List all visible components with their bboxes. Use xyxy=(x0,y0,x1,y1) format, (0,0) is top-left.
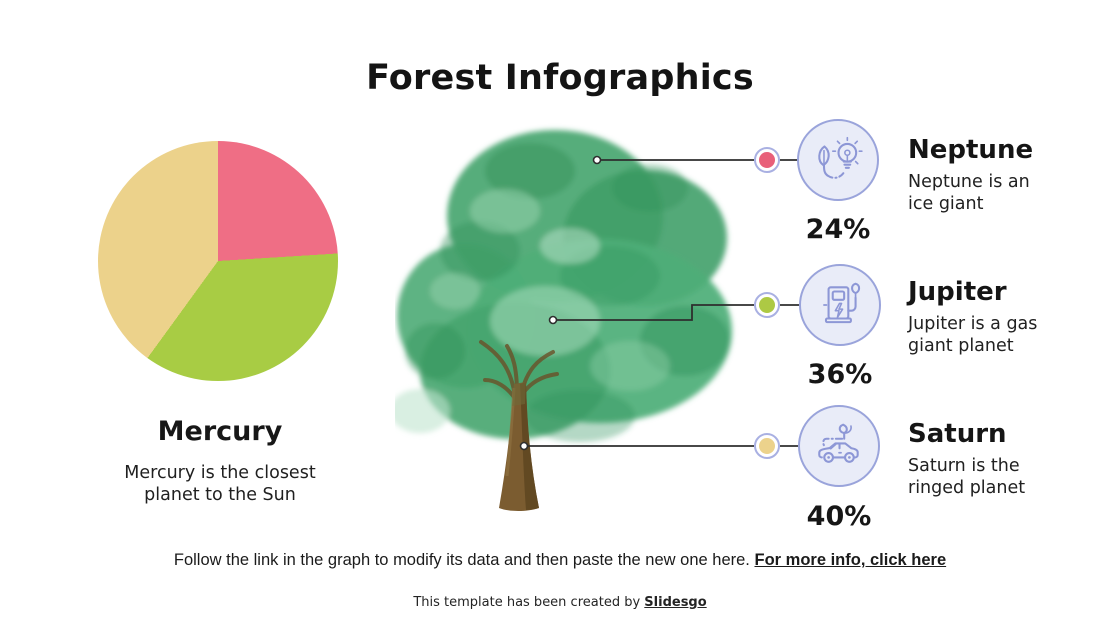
pie-caption: Mercury Mercury is the closest planet to… xyxy=(85,416,355,506)
slidesgo-link[interactable]: Slidesgo xyxy=(644,595,707,610)
callout-neptune-body: Neptune is an ice giant xyxy=(908,171,1030,214)
neptune-color-dot xyxy=(754,147,780,173)
callout-neptune: Neptune Neptune is an ice giant xyxy=(908,136,1113,215)
callout-jupiter-heading: Jupiter xyxy=(908,277,1007,307)
callout-jupiter-body: Jupiter is a gas giant planet xyxy=(908,313,1038,356)
jupiter-percent: 36% xyxy=(807,359,873,390)
neptune-icon-badge xyxy=(797,119,879,201)
callout-neptune-heading: Neptune xyxy=(908,135,1034,165)
callout-saturn-body: Saturn is the ringed planet xyxy=(908,455,1026,498)
eco-car-icon xyxy=(818,423,859,463)
credit-label: This template has been created by xyxy=(413,595,641,610)
jupiter-icon-badge xyxy=(799,264,881,346)
tree-illustration xyxy=(395,130,732,511)
instruction-label: Follow the link in the graph to modify i… xyxy=(173,551,750,569)
saturn-percent: 40% xyxy=(806,501,872,532)
callout-jupiter: Jupiter Jupiter is a gas giant planet xyxy=(908,278,1113,357)
more-info-link[interactable]: For more info, click here xyxy=(754,551,947,569)
saturn-icon-badge xyxy=(798,405,880,487)
credit-text: This template has been created by Slides… xyxy=(0,595,1120,610)
callout-saturn: Saturn Saturn is the ringed planet xyxy=(908,420,1113,499)
eco-fuel-pump-icon xyxy=(823,282,861,324)
pie-caption-heading: Mercury xyxy=(157,416,283,447)
jupiter-color-dot xyxy=(754,292,780,318)
neptune-percent: 24% xyxy=(805,214,871,245)
tree-crown xyxy=(395,130,732,442)
page-title: Forest Infographics xyxy=(366,58,754,98)
callout-saturn-heading: Saturn xyxy=(908,419,1007,449)
eco-lightbulb-icon xyxy=(818,136,863,179)
pie-chart xyxy=(98,141,338,381)
saturn-color-dot xyxy=(754,433,780,459)
instruction-text: Follow the link in the graph to modify i… xyxy=(0,551,1120,570)
pie-caption-body: Mercury is the closest planet to the Sun xyxy=(124,463,316,505)
